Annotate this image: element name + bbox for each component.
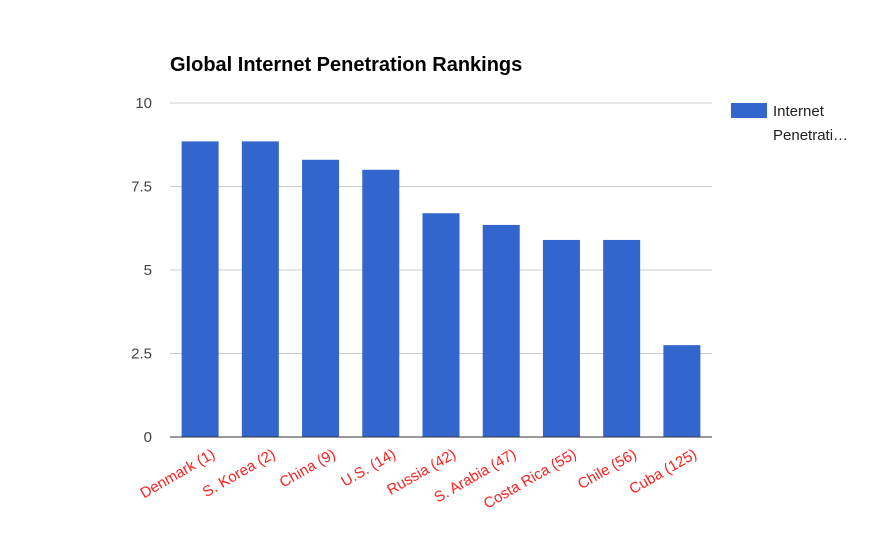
y-tick-label: 7.5 — [131, 179, 152, 196]
x-category-label: Cuba (125) — [626, 446, 699, 498]
y-axis-tick-labels: 0 2.5 5 7.5 10 — [131, 95, 152, 446]
y-tick-label: 10 — [135, 95, 152, 112]
legend-label: Internet Penetrati… — [773, 103, 848, 144]
bar[interactable] — [181, 141, 219, 437]
bar[interactable] — [241, 141, 279, 437]
x-axis-category-labels: Denmark (1)S. Korea (2)China (9) U.S. (14… — [137, 446, 699, 513]
legend[interactable]: Internet Penetrati… — [731, 103, 848, 144]
bars — [181, 141, 701, 438]
legend-label-line-2: Penetrati… — [773, 127, 848, 144]
chart-title: Global Internet Penetration Rankings — [170, 54, 522, 76]
bar[interactable] — [422, 213, 460, 437]
y-tick-label: 0 — [144, 429, 152, 446]
legend-label-line-1: Internet — [773, 103, 825, 120]
bar[interactable] — [542, 239, 580, 437]
legend-swatch — [731, 103, 767, 118]
bar[interactable] — [482, 224, 520, 437]
y-tick-label: 2.5 — [131, 346, 152, 363]
bar[interactable] — [663, 345, 701, 437]
x-category-label: China (9) — [277, 446, 339, 492]
bar[interactable] — [362, 169, 400, 438]
bar[interactable] — [302, 159, 340, 437]
y-tick-label: 5 — [144, 262, 152, 279]
bar[interactable] — [603, 239, 641, 437]
